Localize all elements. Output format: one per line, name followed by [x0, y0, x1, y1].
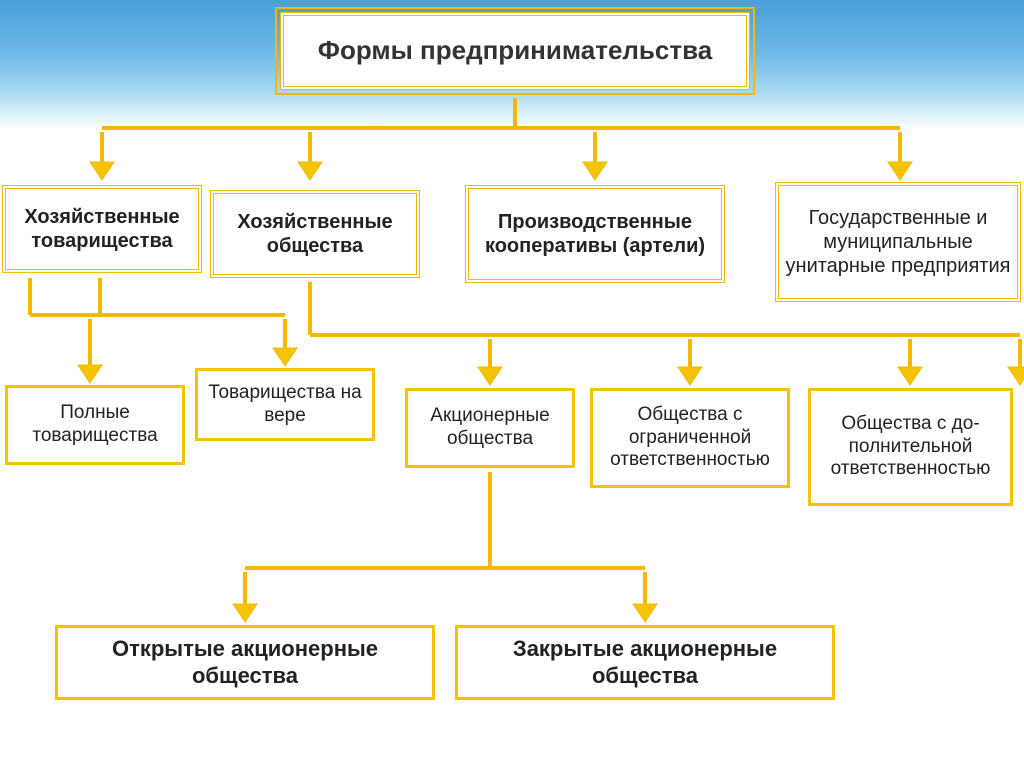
- node-l2a-label: Хозяйственные товарищества: [12, 205, 192, 253]
- node-l3a-label: Полные товарищества: [14, 402, 176, 448]
- node-l2d: Государственные и муниципальные унитарны…: [775, 182, 1021, 302]
- node-l3d-label: Общества с ограниченной ответственностью: [599, 404, 781, 472]
- node-l3c: Акционерные общества: [405, 388, 575, 468]
- node-l2c-label: Производственные кооперативы (артели): [475, 210, 715, 258]
- node-l4a-label: Открытые акционерные общества: [64, 636, 426, 689]
- node-l3a: Полные товарищества: [5, 385, 185, 465]
- node-l4a: Открытые акционерные общества: [55, 625, 435, 700]
- node-l2a: Хозяйственные товарищества: [2, 185, 202, 273]
- node-l4b-label: Закрытые акционерные общества: [464, 636, 826, 689]
- node-l3d: Общества с ограниченной ответственностью: [590, 388, 790, 488]
- node-l2d-label: Государственные и муниципальные унитарны…: [785, 206, 1011, 278]
- node-title-label: Формы предпринимательства: [318, 35, 712, 66]
- node-l2b: Хозяйственные общества: [210, 190, 420, 278]
- node-l3c-label: Акционерные общества: [414, 405, 566, 451]
- node-l3b: Товарищества на вере: [195, 368, 375, 441]
- node-l2b-label: Хозяйственные общества: [220, 210, 410, 258]
- node-l3e: Общества с до­полнительной ответственнос…: [808, 388, 1013, 506]
- node-l3b-label: Товарищества на вере: [204, 382, 366, 428]
- node-l4b: Закрытые акционерные общества: [455, 625, 835, 700]
- node-l3e-label: Общества с до­полнительной ответственнос…: [817, 413, 1004, 481]
- node-title: Формы предпринимательства: [280, 12, 750, 90]
- node-l2c: Производственные кооперативы (артели): [465, 185, 725, 283]
